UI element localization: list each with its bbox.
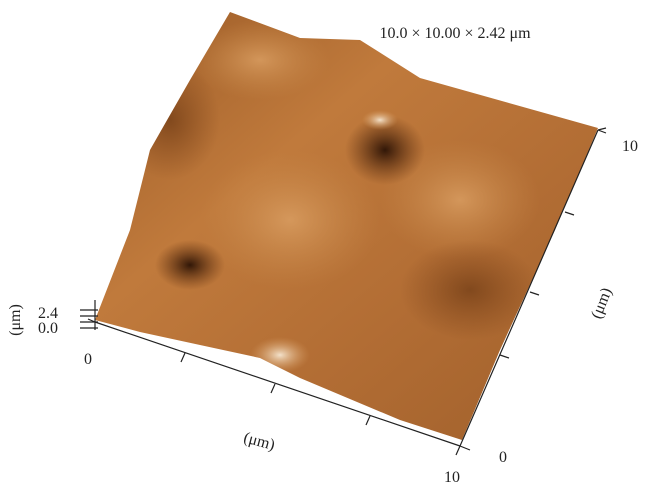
y-label: (μm) bbox=[588, 285, 616, 321]
z-tick: 0.0 bbox=[38, 320, 58, 337]
x-tick: 0 bbox=[84, 351, 92, 368]
z-label: (μm) bbox=[7, 304, 24, 336]
afm-figure: 10.0 × 10.00 × 2.42 μm 2.4 0.0 (μm) 0 10… bbox=[0, 0, 647, 488]
y-tick: 0 bbox=[499, 449, 507, 466]
afm-surface bbox=[95, 12, 598, 440]
x-label: (μm) bbox=[242, 429, 277, 454]
y-tick: 10 bbox=[622, 138, 638, 155]
title: 10.0 × 10.00 × 2.42 μm bbox=[379, 25, 531, 42]
x-tick: 10 bbox=[444, 469, 460, 486]
